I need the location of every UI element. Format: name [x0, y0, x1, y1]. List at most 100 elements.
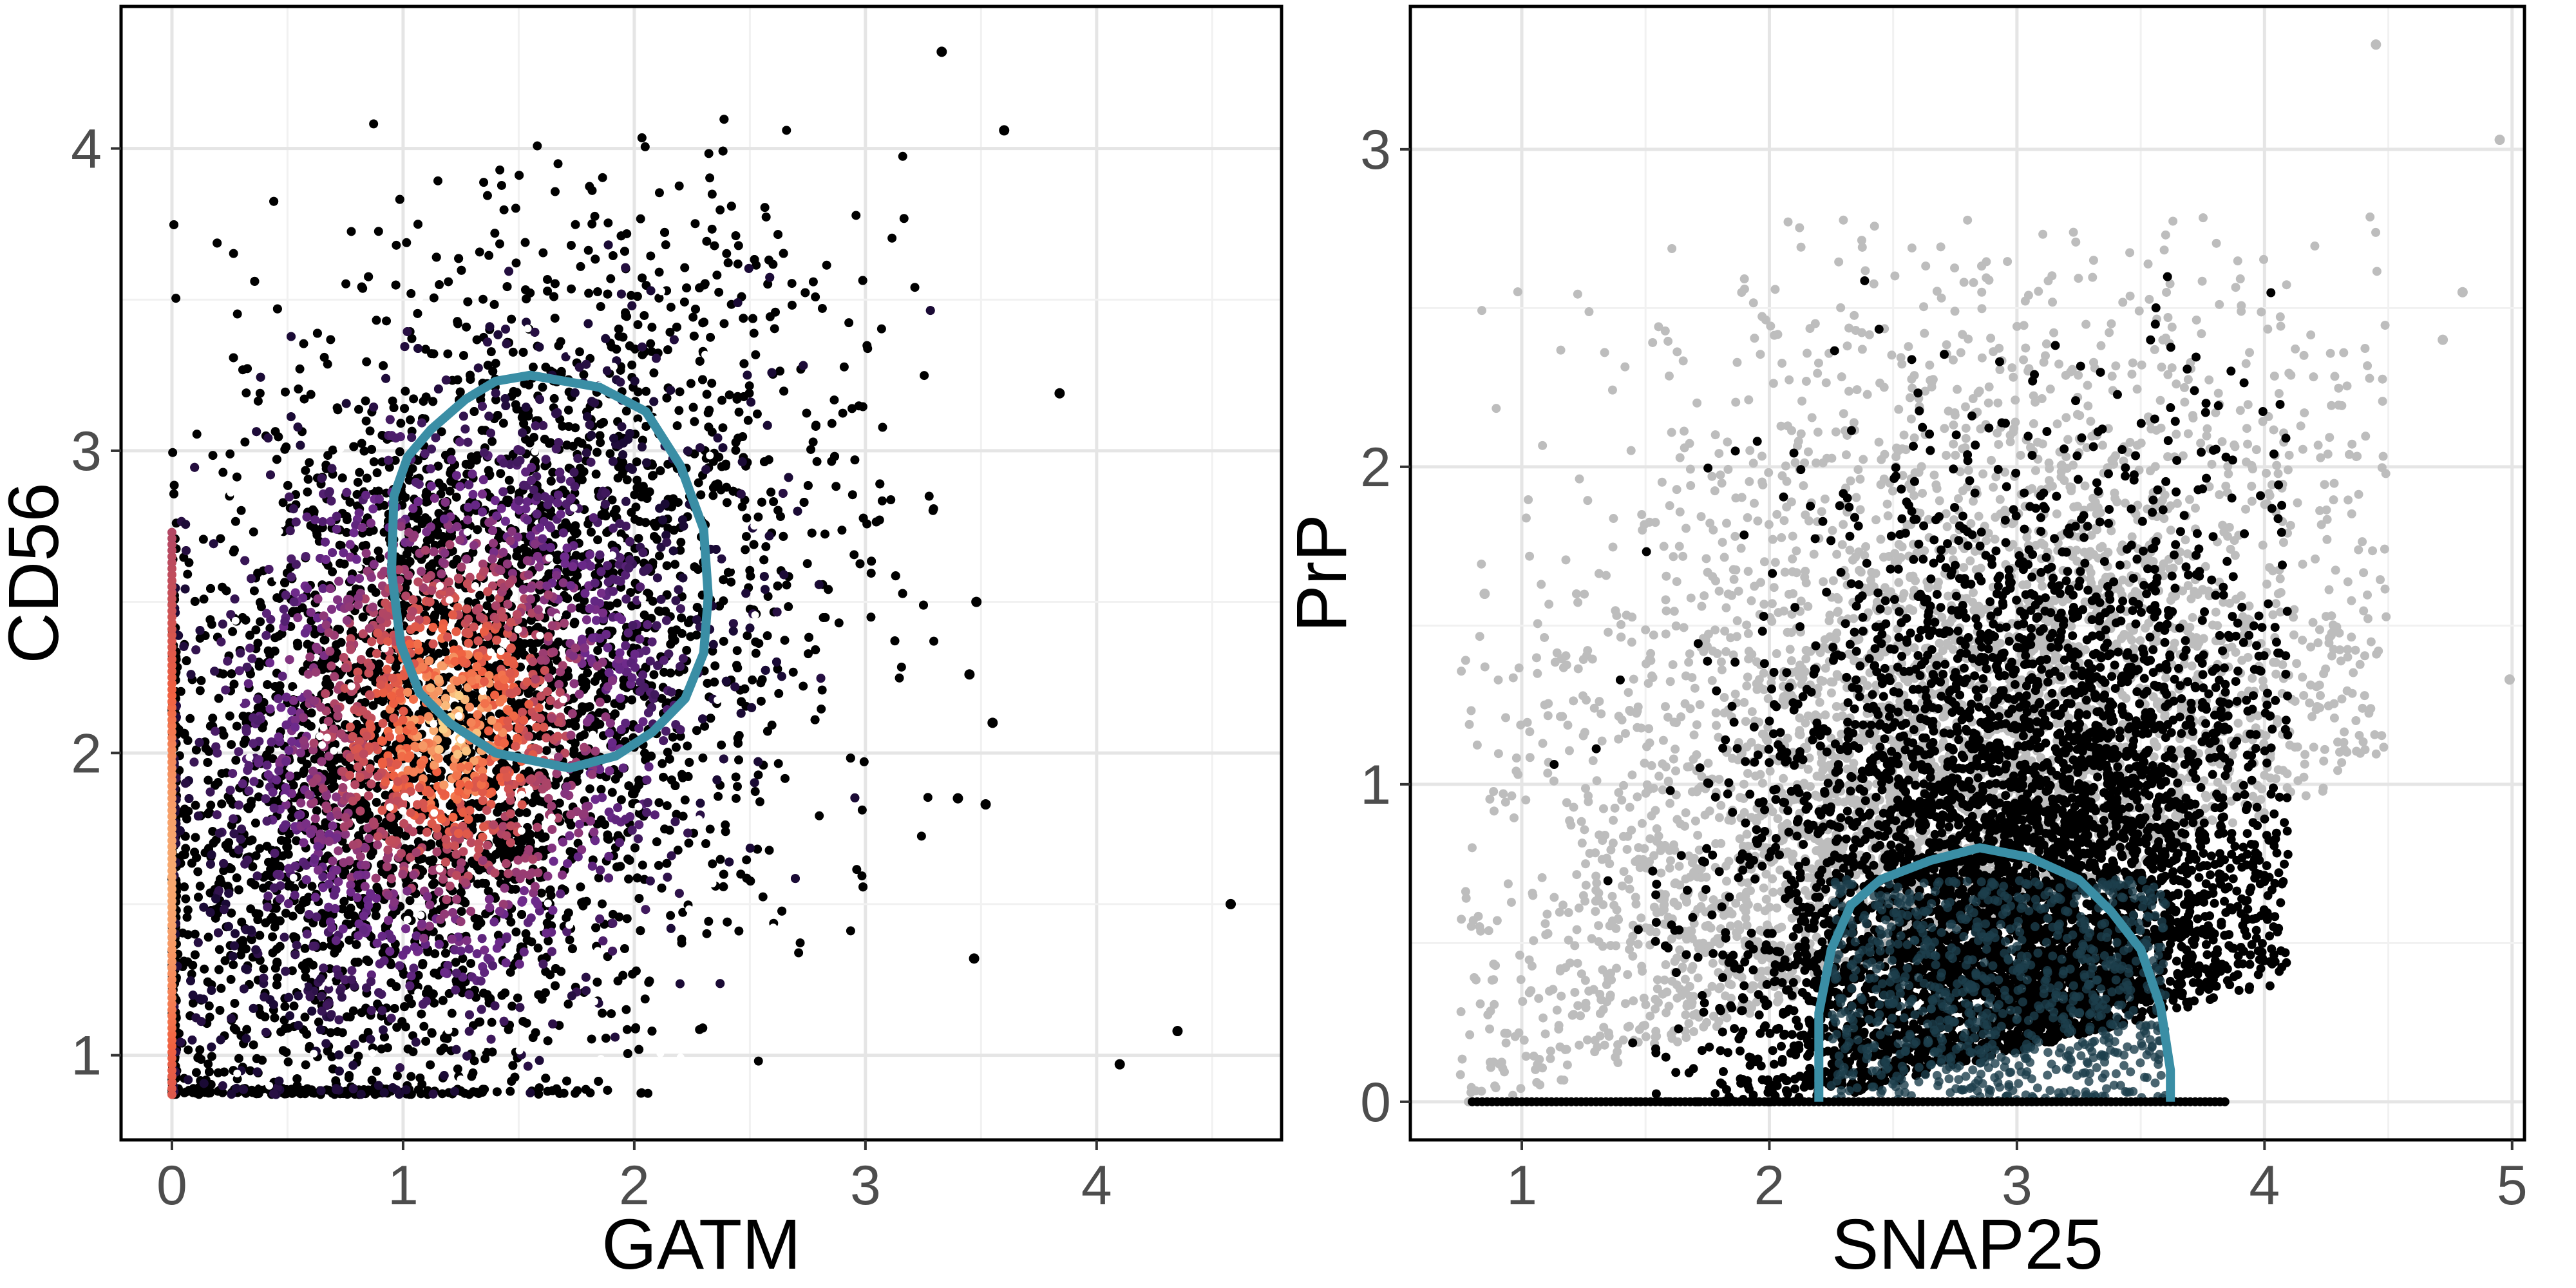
point-outer — [603, 289, 612, 299]
point-outer — [822, 260, 831, 270]
point-outer — [460, 1088, 469, 1098]
point-outer — [670, 781, 680, 791]
point-outer — [419, 397, 428, 406]
point-outer — [750, 255, 759, 265]
point-outer — [447, 1009, 457, 1018]
point-outer — [578, 673, 587, 683]
point-outer — [182, 656, 191, 666]
point-outer — [562, 610, 571, 620]
point-outer — [742, 855, 752, 865]
point-outer — [307, 882, 317, 891]
point-outer — [392, 240, 401, 250]
point-outer — [803, 480, 813, 490]
point-outer — [418, 959, 428, 969]
point-outer — [341, 279, 351, 289]
point-outer — [395, 194, 404, 204]
point-outer — [636, 1088, 646, 1098]
point-outer — [195, 686, 205, 696]
point-outer — [437, 427, 446, 437]
point-outer — [249, 586, 259, 596]
point-outer — [413, 220, 423, 229]
point-outer — [511, 204, 520, 213]
point-outer — [276, 835, 286, 845]
point-outer — [383, 1043, 392, 1052]
point-outer — [657, 883, 667, 893]
point-outer — [389, 403, 399, 413]
point-outer — [753, 1056, 763, 1066]
point-outer — [214, 965, 224, 974]
point-outer — [761, 542, 771, 551]
point-outer — [611, 774, 620, 784]
point-outer — [433, 176, 443, 185]
point-outer — [421, 1036, 431, 1046]
point-outer — [674, 406, 684, 415]
point-outer — [234, 1054, 243, 1063]
point-outer — [923, 793, 933, 802]
point-outer — [739, 392, 748, 401]
point-outer — [454, 254, 464, 263]
point-outer — [400, 404, 410, 413]
point-outer — [429, 349, 439, 359]
point-outer — [811, 645, 820, 655]
point-outer — [760, 203, 770, 213]
point-outer — [799, 681, 808, 691]
point-outer — [808, 437, 818, 447]
point-outer — [734, 739, 743, 748]
point-outer — [738, 432, 748, 442]
point-outer — [504, 475, 514, 485]
point-outer — [466, 958, 476, 968]
point-outer — [706, 332, 715, 342]
point-outer — [731, 231, 741, 240]
point-outer — [682, 283, 692, 293]
point-outer — [744, 381, 754, 391]
point-outer — [542, 746, 551, 755]
point-outer — [357, 282, 366, 292]
point-outer — [538, 383, 547, 392]
point-outer — [898, 589, 907, 598]
point-outer — [429, 293, 439, 303]
point-outer — [323, 451, 333, 460]
point-outer — [430, 610, 440, 620]
point-outer — [660, 227, 670, 237]
point-outer — [203, 977, 213, 987]
point-outer — [489, 299, 499, 309]
point-outer — [918, 600, 928, 610]
point-outer — [511, 258, 521, 268]
point-outer — [876, 324, 886, 334]
point-outer — [641, 518, 650, 527]
point-outer — [508, 1061, 518, 1070]
point-outer — [483, 361, 493, 370]
point-outer — [204, 775, 213, 785]
point-outer — [372, 882, 382, 892]
point-outer — [246, 669, 256, 679]
point-outer — [193, 893, 203, 902]
point-outer — [374, 659, 384, 669]
point-outer — [715, 855, 725, 864]
point-outer — [690, 305, 700, 314]
point-outer — [281, 909, 290, 918]
point-outer — [491, 849, 501, 859]
point-outer — [300, 1012, 310, 1022]
point-outer — [694, 478, 703, 488]
point-outer — [866, 612, 876, 622]
point-outer — [198, 535, 208, 544]
point-outer — [310, 523, 319, 533]
point-outer — [674, 181, 684, 191]
point-outer — [654, 267, 664, 277]
point-outer — [774, 688, 784, 698]
point-outer — [753, 770, 763, 780]
point-outer — [486, 347, 496, 357]
point-outer — [225, 449, 235, 459]
point-outer — [224, 838, 234, 848]
point-outer — [671, 743, 681, 752]
point-outer — [742, 513, 752, 523]
point-outer — [251, 1088, 260, 1098]
point-outer — [838, 408, 848, 418]
point-outer — [659, 667, 669, 677]
point-outer — [732, 646, 742, 656]
point-outer — [401, 386, 410, 396]
point-outer — [857, 871, 867, 881]
point-outer — [750, 787, 760, 797]
point-outer — [301, 972, 310, 982]
point-outer — [312, 328, 322, 338]
